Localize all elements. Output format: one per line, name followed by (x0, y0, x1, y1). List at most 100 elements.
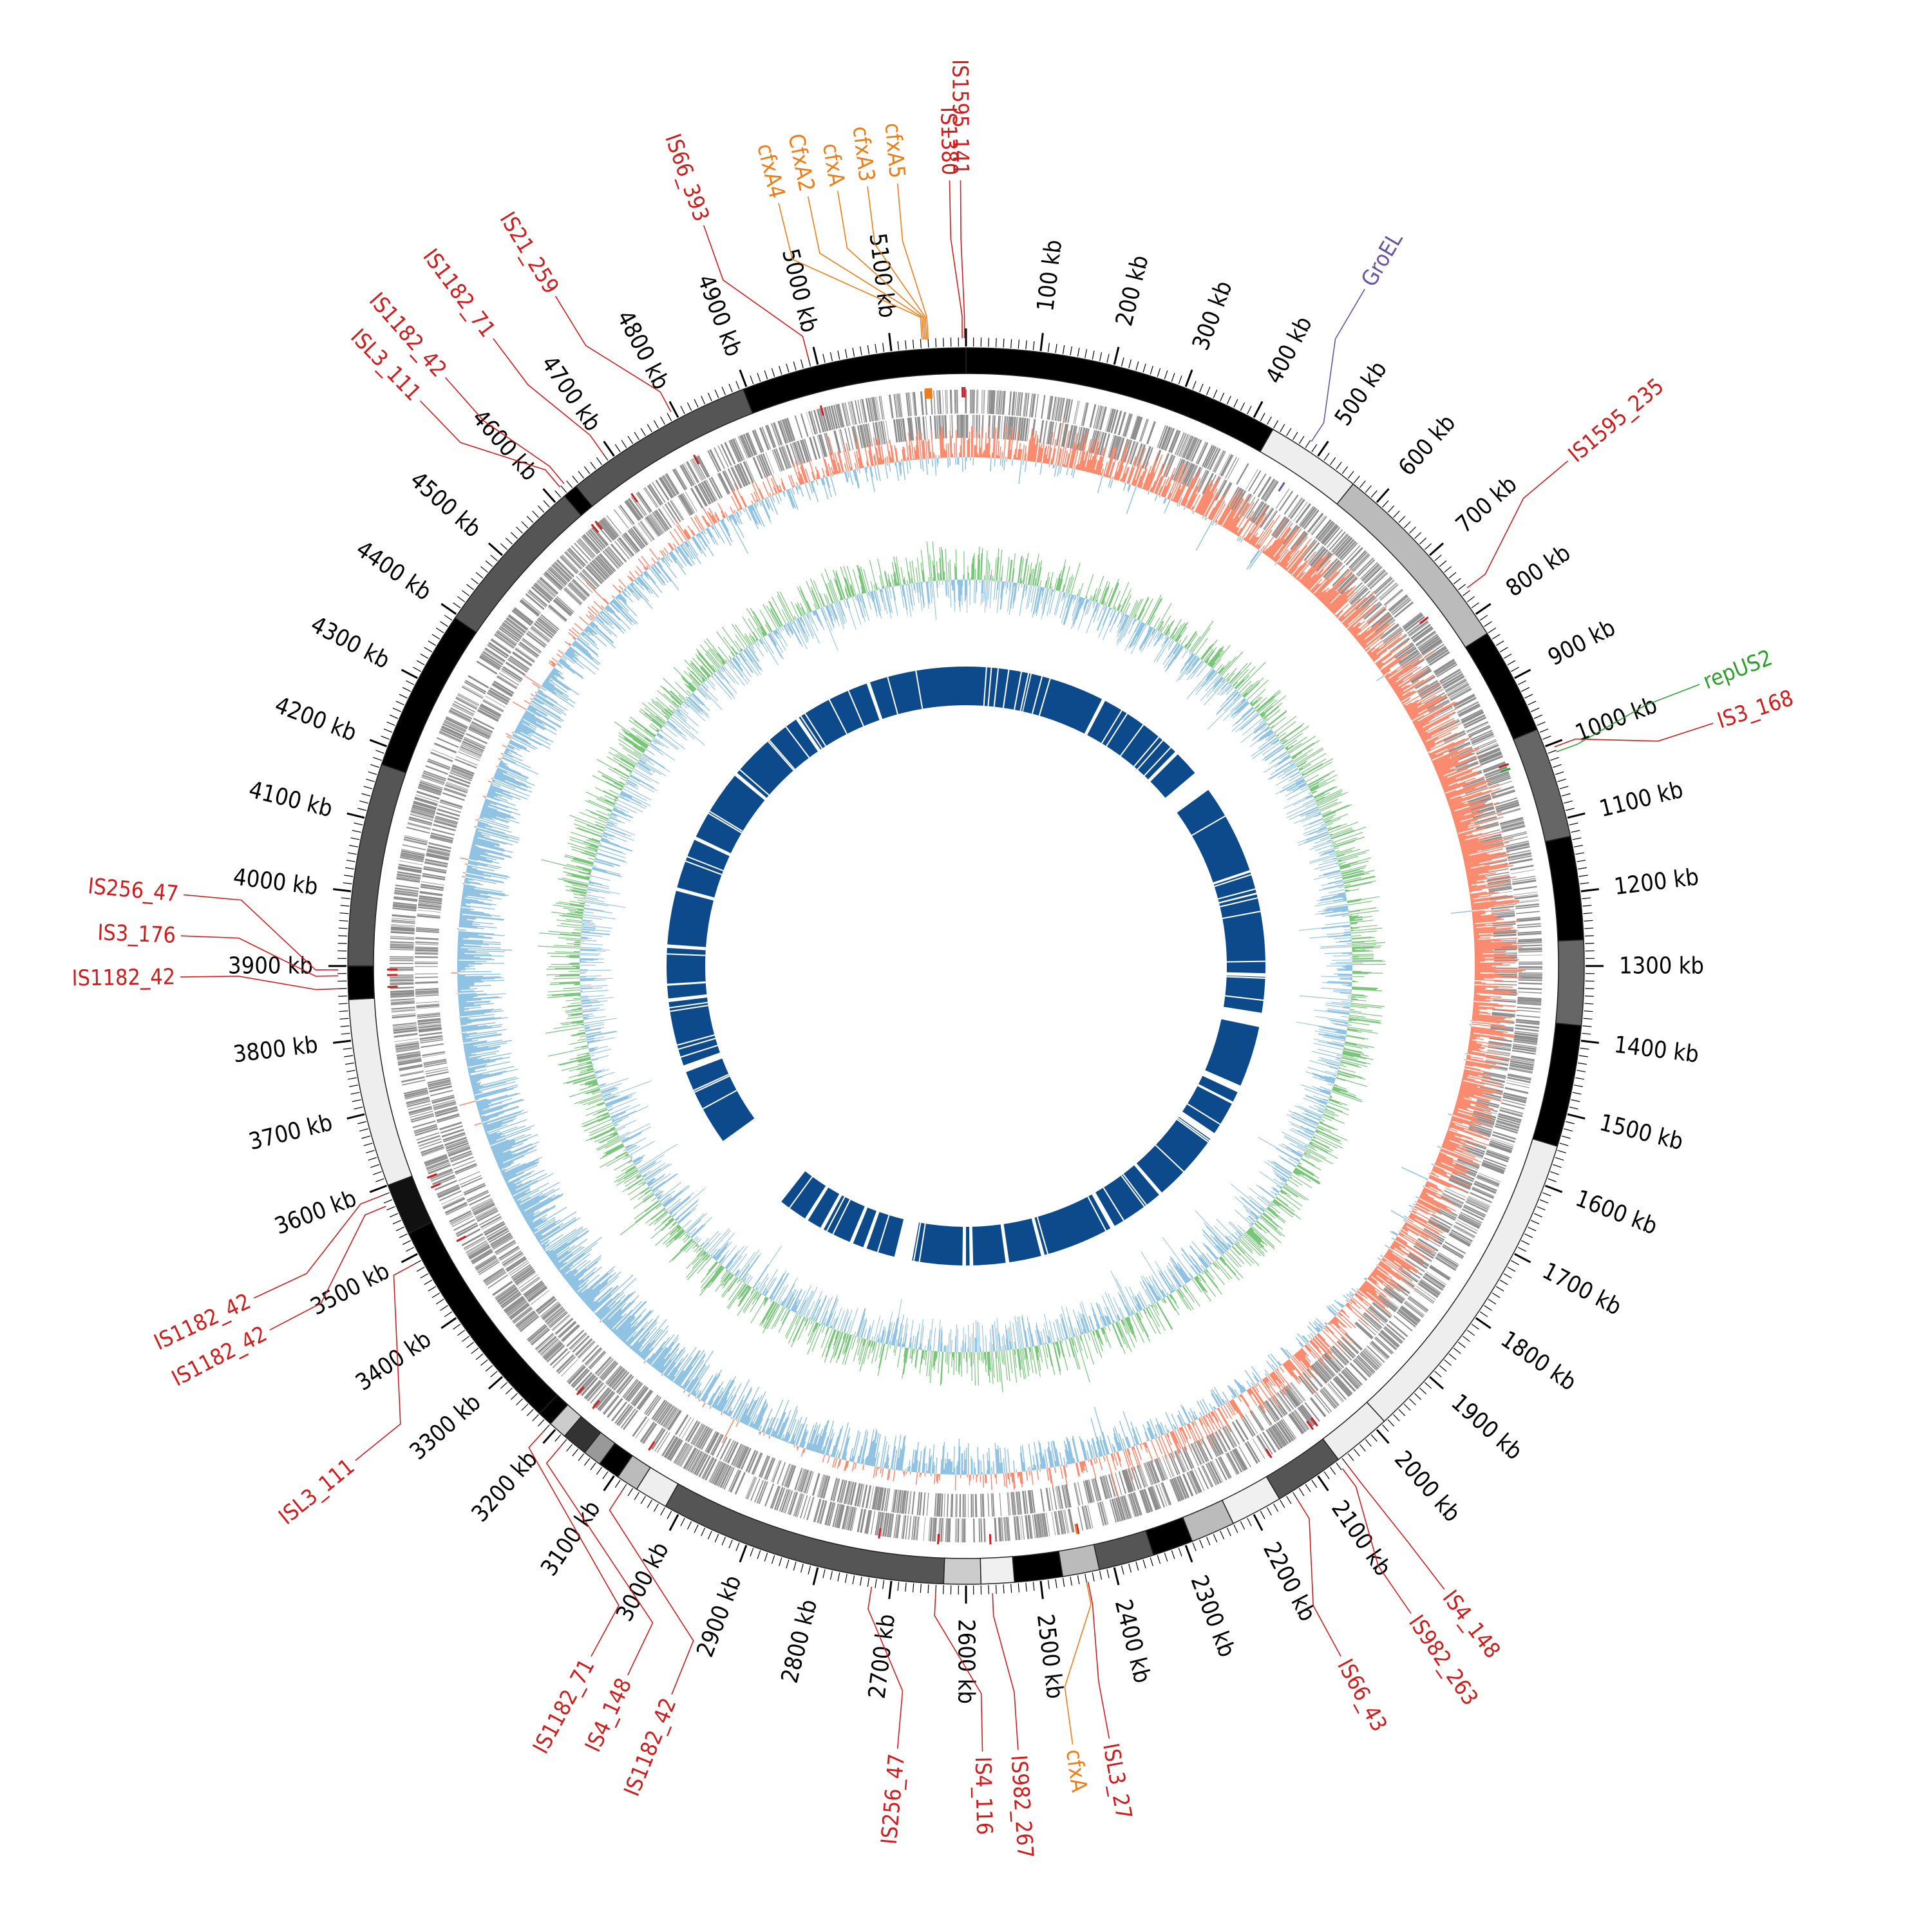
tick-label: 400 kb (1261, 312, 1318, 388)
major-tick (1429, 1376, 1444, 1390)
major-tick (1580, 888, 1599, 893)
minor-tick (440, 621, 448, 627)
minor-tick (395, 701, 404, 706)
minor-tick (471, 1347, 479, 1354)
tick-label: 1900 kb (1446, 1389, 1527, 1465)
minor-tick (466, 583, 474, 591)
minor-tick (860, 1577, 862, 1586)
minor-tick (339, 912, 349, 914)
major-tick (488, 1376, 503, 1390)
minor-tick (1572, 837, 1582, 840)
minor-tick (1539, 1199, 1549, 1204)
minor-tick (366, 779, 375, 782)
minor-tick (1305, 1484, 1311, 1492)
minor-tick (352, 1099, 361, 1103)
minor-tick (694, 1524, 699, 1533)
minor-tick (647, 1499, 652, 1508)
feature-leader-line (703, 225, 810, 359)
minor-tick (634, 1492, 639, 1501)
minor-tick (1424, 1382, 1432, 1389)
minor-tick (808, 1566, 811, 1575)
minor-tick (339, 920, 348, 922)
minor-tick (373, 757, 382, 761)
minor-tick (1062, 345, 1065, 354)
tick-label: 3800 kb (232, 1032, 319, 1068)
minor-tick (420, 653, 429, 659)
minor-tick (1403, 521, 1411, 529)
minor-tick (1555, 1157, 1564, 1161)
tick-label: 1700 kb (1538, 1258, 1625, 1321)
feature-leader-line (609, 1491, 694, 1695)
feature-label-IS: ISL3_27 (1097, 1741, 1137, 1821)
minor-tick (1199, 1539, 1204, 1549)
minor-tick (363, 786, 373, 790)
feature-marker (930, 388, 933, 399)
major-tick (1039, 1580, 1044, 1599)
contig-segment (1555, 939, 1585, 1027)
feature-marker (878, 1528, 882, 1539)
minor-tick (1434, 554, 1442, 562)
tick-label: 200 kb (1111, 252, 1153, 328)
minor-tick (1121, 357, 1124, 366)
minor-tick (1584, 927, 1594, 929)
major-tick (668, 1514, 679, 1531)
feature-label-IS: IS1182_71 (417, 244, 500, 342)
minor-tick (1439, 1365, 1447, 1372)
feature-leader-line (355, 1264, 414, 1461)
minor-tick (1365, 485, 1372, 493)
tick-label: 2900 kb (692, 1572, 746, 1661)
minor-tick (1488, 1298, 1497, 1305)
tick-label: 4100 kb (246, 777, 335, 822)
minor-tick (516, 526, 524, 534)
feature-marker (1075, 1523, 1080, 1535)
minor-tick (1311, 1479, 1318, 1488)
minor-tick (1528, 1226, 1537, 1231)
minor-tick (1070, 1577, 1072, 1586)
minor-tick (1453, 578, 1461, 585)
minor-tick (1511, 1260, 1519, 1265)
homology-block (1087, 701, 1175, 780)
minor-tick (750, 375, 754, 384)
minor-tick (1032, 341, 1035, 350)
minor-tick (614, 444, 621, 453)
major-tick (603, 1475, 615, 1492)
minor-tick (786, 1559, 790, 1569)
tick-label: 2300 kb (1185, 1572, 1240, 1661)
minor-tick (480, 1359, 488, 1366)
minor-tick (1298, 1488, 1305, 1497)
major-tick (542, 1429, 556, 1444)
minor-tick (1573, 1084, 1583, 1088)
minor-tick (1070, 346, 1072, 355)
minor-tick (735, 1542, 740, 1551)
minor-tick (406, 680, 415, 685)
minor-tick (822, 354, 826, 363)
minor-tick (1260, 413, 1265, 421)
minor-tick (347, 852, 357, 855)
minor-tick (1323, 453, 1330, 461)
minor-tick (416, 660, 425, 666)
minor-tick (1569, 822, 1578, 826)
minor-tick (1531, 1220, 1540, 1225)
minor-tick (596, 457, 603, 466)
tick-label: 1000 kb (1572, 692, 1661, 746)
minor-tick (354, 1106, 363, 1110)
minor-tick (361, 1135, 371, 1139)
homology-track (667, 667, 1266, 1265)
minor-tick (640, 428, 646, 437)
minor-tick (395, 1226, 404, 1231)
minor-tick (634, 431, 639, 440)
minor-tick (1571, 829, 1580, 833)
minor-tick (1260, 1511, 1265, 1519)
minor-tick (383, 1199, 393, 1204)
minor-tick (1548, 750, 1557, 754)
tick-label: 3700 kb (246, 1110, 335, 1155)
minor-tick (1092, 1572, 1095, 1582)
minor-tick (852, 1575, 855, 1585)
tick-label: 3000 kb (611, 1538, 674, 1625)
major-tick (1376, 1429, 1390, 1444)
feature-label-IS: IS21_259 (495, 207, 564, 298)
minor-tick (1018, 339, 1020, 349)
minor-tick (444, 614, 453, 621)
minor-tick (1135, 361, 1139, 371)
major-tick (1567, 1113, 1586, 1120)
